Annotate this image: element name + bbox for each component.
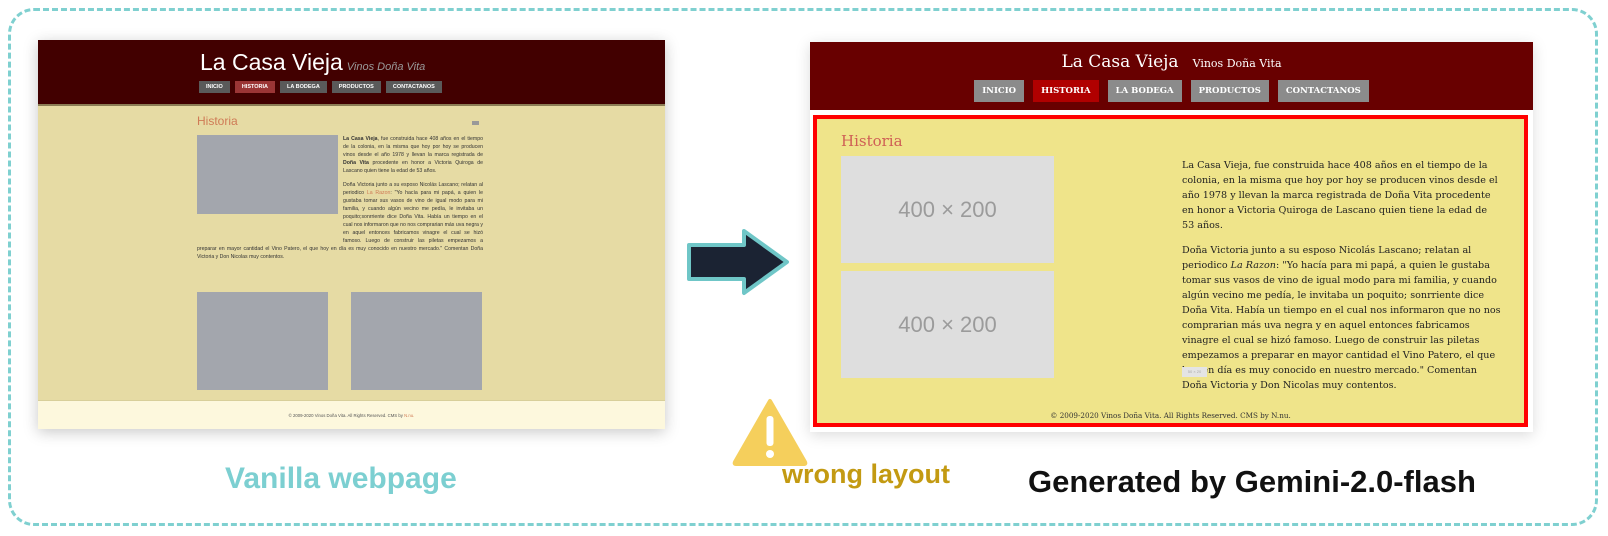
vanilla-paragraph-1: La Casa Vieja, fue construida hace 408 a… [197, 135, 483, 175]
gemini-paragraph-1: La Casa Vieja, fue construida hace 408 a… [1182, 160, 1498, 231]
caption-vanilla-webpage: Vanilla webpage [225, 462, 457, 495]
figure-dashed-frame [8, 8, 1598, 526]
gemini-heading: Historia [841, 132, 903, 150]
vanilla-para2-a: Doña Victoria junto a su esposo Nicolás … [343, 182, 483, 196]
vanilla-webpage-screenshot: La Casa Vieja Vinos Doña Vita INICIO HIST… [38, 40, 665, 429]
gemini-site-subtitle: Vinos Doña Vita [1192, 57, 1282, 70]
gemini-footer-text: © 2009-2020 Vinos Doña Vita. All Rights … [1050, 411, 1291, 420]
gemini-nav-la-bodega[interactable]: LA BODEGA [1107, 80, 1182, 102]
gemini-image-placeholder-1: 400 × 200 [841, 156, 1054, 263]
vanilla-footer-link[interactable]: N.nu. [404, 413, 415, 418]
gemini-nav: INICIO HISTORIA LA BODEGA PRODUCTOS CONT… [810, 80, 1533, 102]
vanilla-paragraph-2: Doña Victoria junto a su esposo Nicolás … [197, 181, 483, 261]
vanilla-footer: © 2009-2020 Vinos Doña Vita. All Rights … [38, 400, 665, 429]
gemini-site-title-text: La Casa Vieja [1061, 52, 1179, 72]
gemini-para2-a: Doña Victoria junto a su esposo Nicolás … [1182, 245, 1472, 271]
vanilla-content: Historia La Casa Vieja, fue construida h… [197, 114, 483, 260]
vanilla-nav: INICIO HISTORIA LA BODEGA PRODUCTOS CONT… [199, 81, 442, 93]
vanilla-nav-productos[interactable]: PRODUCTOS [331, 81, 381, 93]
vanilla-header-divider [38, 104, 665, 106]
vanilla-image-float-spacer [197, 135, 343, 239]
vanilla-para1-b: procedente en honor a Victoria Quiroga d… [343, 160, 483, 174]
gemini-para2-b: : "Yo hacía para mi papá, a quien le gus… [1182, 260, 1501, 391]
gemini-nav-historia[interactable]: HISTORIA [1033, 80, 1099, 102]
gemini-body-text: La Casa Vieja, fue construida hace 408 a… [1182, 158, 1502, 403]
vanilla-image-3 [351, 292, 482, 390]
vanilla-para1-a: , fue construida hace 408 años en el tie… [343, 136, 483, 158]
vanilla-site-title-text: La Casa Vieja [200, 49, 343, 75]
vanilla-header: La Casa Vieja Vinos Doña Vita INICIO HIST… [38, 40, 665, 104]
vanilla-footer-copy: © 2009-2020 Vinos Doña Vita. All Rights … [288, 413, 405, 418]
gemini-image-placeholder-2: 400 × 200 [841, 271, 1054, 378]
gemini-small-placeholder: 50 × 20 [1182, 367, 1207, 377]
gemini-nav-contactanos[interactable]: CONTACTANOS [1277, 80, 1369, 102]
vanilla-nav-la-bodega[interactable]: LA BODEGA [280, 81, 327, 93]
gemini-nav-productos[interactable]: PRODUCTOS [1190, 80, 1269, 102]
gemini-nav-inicio[interactable]: INICIO [974, 80, 1025, 102]
vanilla-footer-text: © 2009-2020 Vinos Doña Vita. All Rights … [38, 413, 665, 418]
vanilla-bold-brand: Doña Vita [343, 160, 369, 166]
vanilla-nav-inicio[interactable]: INICIO [199, 81, 230, 93]
vanilla-nav-historia[interactable]: HISTORIA [234, 81, 275, 93]
caption-wrong-layout: wrong layout [782, 459, 950, 489]
gemini-header: La Casa Vieja Vinos Doña Vita INICIO HIST… [810, 42, 1533, 110]
right-arrow-icon [687, 229, 789, 295]
vanilla-image-1 [197, 135, 338, 214]
vanilla-site-subtitle: Vinos Doña Vita [346, 61, 426, 73]
vanilla-para2-b: : "Yo hacía para mi papá, a quien le gus… [197, 190, 483, 260]
vanilla-bold-name: La Casa Vieja [343, 136, 378, 142]
warning-triangle-icon [732, 399, 808, 466]
vanilla-la-razon-link[interactable]: La Razon [366, 190, 391, 196]
gemini-paragraph-2: Doña Victoria junto a su esposo Nicolás … [1182, 243, 1502, 393]
menu-toggle-icon[interactable] [472, 121, 479, 125]
vanilla-nav-contactanos[interactable]: CONTACTANOS [385, 81, 442, 93]
caption-generated-by: Generated by Gemini-2.0-flash [1028, 464, 1476, 499]
vanilla-site-title[interactable]: La Casa Vieja Vinos Doña Vita [200, 49, 425, 76]
vanilla-heading: Historia [197, 114, 238, 128]
gemini-la-razon: La Razon [1230, 260, 1276, 271]
vanilla-body-text: La Casa Vieja, fue construida hace 408 a… [197, 135, 483, 267]
gemini-webpage-screenshot: La Casa Vieja Vinos Doña Vita INICIO HIST… [810, 42, 1533, 432]
gemini-content-highlight: Historia 400 × 200 400 × 200 La Casa Vie… [813, 115, 1528, 427]
vanilla-image-2 [197, 292, 328, 390]
gemini-site-title[interactable]: La Casa Vieja Vinos Doña Vita [810, 52, 1533, 72]
